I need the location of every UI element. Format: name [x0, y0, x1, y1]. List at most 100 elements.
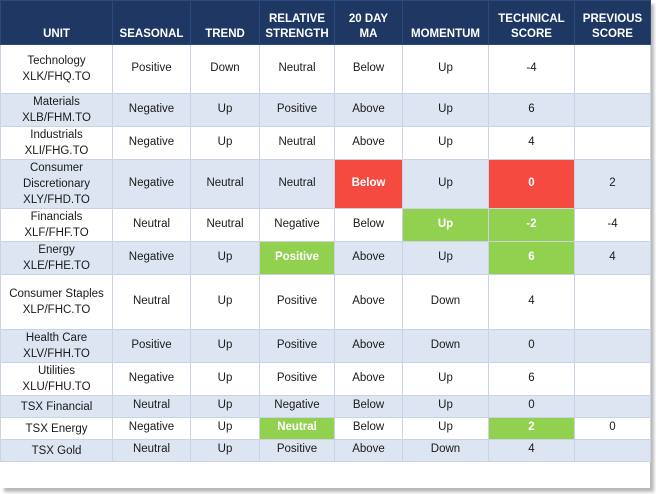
ma20-cell: Above [334, 362, 403, 396]
relative-strength-value: Neutral [277, 421, 317, 433]
technical-score-table: UNIT SEASONAL TREND RELATIVE STRENGTH 20 … [0, 0, 651, 462]
table-body: Technology XLK/FHQ.TO Positive Down Neutral B… [0, 44, 651, 462]
technical-score-value: -4 [526, 61, 537, 74]
previous-score-cell [574, 329, 651, 363]
seasonal-value: Neutral [132, 294, 171, 307]
trend-cell: Up [190, 93, 260, 127]
trend-value: Down [210, 61, 240, 74]
unit-line: Technology [27, 55, 86, 67]
ma20-cell: Above [334, 126, 403, 160]
momentum-cell: Up [402, 241, 489, 275]
seasonal-cell: Negative [112, 417, 191, 440]
ma20-cell: Above [334, 439, 403, 462]
technical-score-cell: 4 [488, 126, 575, 160]
trend-cell: Neutral [190, 208, 260, 242]
ma20-cell: Below [334, 44, 403, 94]
momentum-cell: Up [402, 159, 489, 209]
ma20-value: Below [352, 421, 385, 433]
relative-strength-value: Negative [274, 217, 320, 230]
trend-cell: Down [190, 44, 260, 94]
momentum-cell: Up [402, 93, 489, 127]
technical-score-cell: 0 [488, 395, 575, 418]
header-unit: UNIT [0, 0, 113, 45]
unit-line: XLV/FHH.TO [23, 348, 90, 360]
technical-score-cell: 0 [488, 329, 575, 363]
momentum-cell: Up [402, 208, 489, 242]
ma20-value: Above [352, 443, 385, 455]
unit-line: XLE/FHE.TO [23, 260, 90, 272]
previous-score-cell [574, 439, 651, 462]
technical-score-cell: 6 [488, 241, 575, 275]
technical-score-cell: 0 [488, 159, 575, 209]
previous-score-value: -4 [607, 217, 618, 230]
unit-cell: Materials XLB/FHM.TO [0, 93, 113, 127]
ma20-value: Above [352, 371, 385, 384]
trend-value: Up [217, 338, 233, 351]
momentum-cell: Up [402, 395, 489, 418]
unit-line: XLY/FHD.TO [23, 194, 90, 206]
momentum-cell: Up [402, 362, 489, 396]
trend-cell: Up [190, 417, 260, 440]
unit-cell: Financials XLF/FHF.TO [0, 208, 113, 242]
relative-strength-cell: Negative [259, 208, 335, 242]
seasonal-cell: Positive [112, 329, 191, 363]
unit-line: Energy [38, 244, 75, 256]
momentum-value: Up [438, 176, 453, 189]
seasonal-cell: Neutral [112, 439, 191, 462]
trend-cell: Up [190, 241, 260, 275]
header-line: RELATIVE [268, 13, 325, 25]
momentum-value: Down [430, 443, 461, 455]
previous-score-cell: 2 [574, 159, 651, 209]
unit-line: Consumer [29, 162, 84, 174]
ma20-cell: Above [334, 329, 403, 363]
technical-score-cell: -2 [488, 208, 575, 242]
momentum-cell: Up [402, 417, 489, 440]
header-20-day-ma: 20 DAY MA [334, 0, 403, 45]
seasonal-value: Negative [128, 135, 175, 148]
relative-strength-value: Negative [274, 399, 320, 411]
previous-score-cell [574, 362, 651, 396]
seasonal-value: Neutral [132, 443, 171, 455]
seasonal-cell: Negative [112, 126, 191, 160]
unit-line: XLK/FHQ.TO [22, 71, 91, 83]
ma20-value: Below [351, 176, 386, 189]
relative-strength-value: Neutral [278, 61, 316, 74]
ma20-cell: Below [334, 417, 403, 440]
table-row: Energy XLE/FHE.TO Negative Up Positive Above U… [0, 241, 651, 275]
relative-strength-value: Positive [276, 371, 318, 384]
header-seasonal: SEASONAL [112, 0, 191, 45]
score-table-frame: UNIT SEASONAL TREND RELATIVE STRENGTH 20 … [0, 0, 651, 462]
header-line: UNIT [43, 28, 70, 40]
table-row: Utilities XLU/FHU.TO Negative Up Positive Abo… [0, 362, 651, 396]
trend-cell: Up [190, 395, 260, 418]
momentum-value: Down [430, 338, 461, 351]
technical-score-value: 2 [528, 421, 535, 433]
header-relative-strength: RELATIVE STRENGTH [259, 0, 335, 45]
table-row: Technology XLK/FHQ.TO Positive Down Neutral B… [0, 44, 651, 94]
technical-score-cell: 2 [488, 417, 575, 440]
ma20-cell: Below [334, 159, 403, 209]
momentum-cell: Down [402, 329, 489, 363]
technical-score-cell: 6 [488, 362, 575, 396]
previous-score-value: 2 [609, 176, 616, 189]
ma20-value: Below [352, 217, 385, 230]
table-row: Materials XLB/FHM.TO Negative Up Positive Abo… [0, 93, 651, 127]
unit-line: Health Care [25, 332, 88, 344]
ma20-cell: Above [334, 274, 403, 330]
seasonal-value: Negative [128, 421, 175, 433]
trend-value: Up [217, 102, 233, 115]
trend-value: Up [217, 135, 233, 148]
unit-cell: Industrials XLI/FHG.TO [0, 126, 113, 160]
ma20-cell: Below [334, 395, 403, 418]
header-line: SCORE [592, 28, 633, 40]
ma20-value: Above [352, 294, 385, 307]
relative-strength-cell: Positive [259, 274, 335, 330]
momentum-value: Up [438, 421, 453, 433]
momentum-value: Up [437, 217, 454, 230]
trend-cell: Up [190, 329, 260, 363]
unit-cell: TSX Energy [0, 417, 113, 440]
unit-line: XLB/FHM.TO [22, 112, 91, 124]
table-row: Health Care XLV/FHH.TO Positive Up Positive A… [0, 329, 651, 363]
unit-cell: Health Care XLV/FHH.TO [0, 329, 113, 363]
technical-score-value: 0 [528, 176, 535, 189]
